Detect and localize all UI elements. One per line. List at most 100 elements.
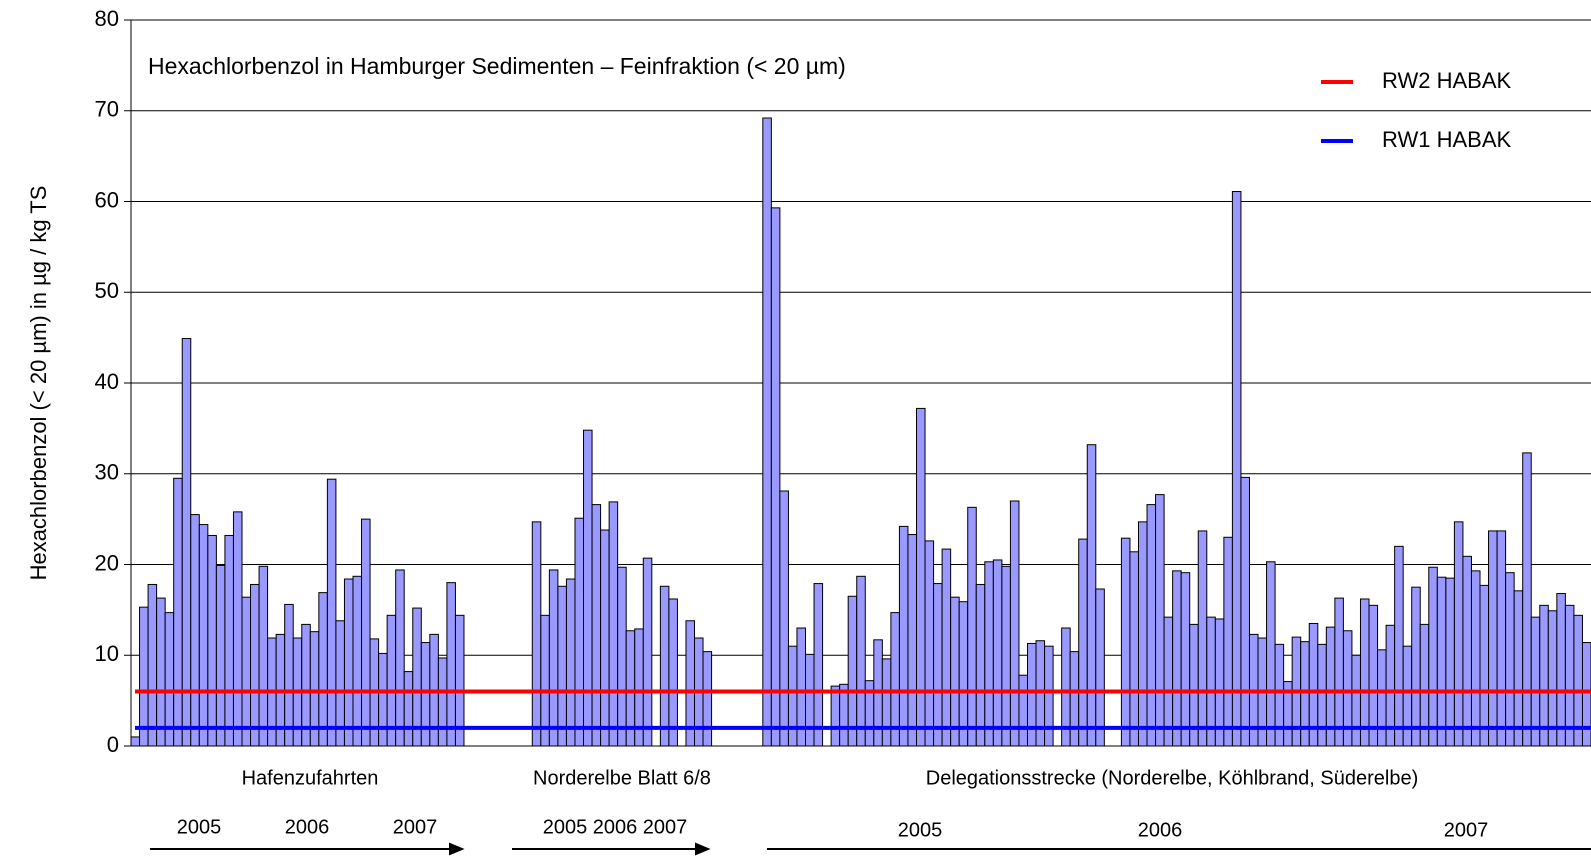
bar [1001,565,1011,747]
bar [378,652,388,747]
y-tick-label: 70 [95,97,119,122]
bar [1522,452,1532,747]
bar [992,559,1003,747]
bar [1428,566,1438,747]
bar [924,540,935,747]
bar [207,534,217,747]
bar [1547,610,1558,747]
bar [1436,576,1447,747]
bar [147,583,158,747]
bar [156,597,166,747]
group-label: Norderelbe Blatt 6/8 [533,767,711,789]
bar [241,596,252,747]
bar [600,529,610,747]
bar [1359,598,1370,747]
bar [1146,504,1157,747]
bar [915,407,926,747]
bar [258,565,269,747]
bar [591,504,602,747]
bar [437,657,448,747]
bar [361,518,371,747]
bar [1317,643,1327,747]
y-tick-label: 50 [95,278,119,303]
bar [1377,649,1387,747]
bar [284,603,294,747]
bar [181,338,192,747]
bar [139,606,149,747]
bar [1479,584,1490,747]
bar [412,607,422,747]
legend-label: RW2 HABAK [1382,68,1512,93]
bar [1581,642,1591,747]
bar [1513,590,1524,747]
bar [1368,604,1379,747]
bar [856,575,866,747]
bar [1095,588,1105,747]
year-label: 2005 [898,819,943,841]
year-label: 2007 [393,816,438,838]
bar [659,585,670,747]
bar [1044,645,1054,747]
year-label: 2005 2006 2007 [543,816,688,838]
chart-title: Hexachlorbenzol in Hamburger Sedimenten … [148,53,846,79]
bar [1223,536,1233,747]
bar [813,583,824,747]
bar [1231,191,1242,747]
bar [1453,521,1464,747]
bar [1402,645,1413,747]
y-axis-label: Hexachlorbenzol (< 20 µm) in µg / kg TS [26,186,51,581]
bar [847,595,858,747]
y-tick-label: 20 [95,550,119,575]
y-tick-label: 60 [95,187,119,212]
y-tick-label: 0 [107,732,119,757]
bar [779,490,789,747]
bar [583,429,593,747]
bar [318,592,328,747]
bar [1018,674,1028,747]
legend-label: RW1 HABAK [1382,127,1512,152]
year-label: 2006 [1138,819,1183,841]
bar [881,658,892,747]
bar [1120,537,1131,747]
bar [1240,476,1250,747]
bar [1078,538,1088,747]
bar [958,601,969,747]
bar [1556,593,1566,747]
bar [403,671,414,747]
bar [975,583,986,747]
bar [1274,643,1285,747]
bar [1394,545,1404,747]
bar [557,585,567,747]
bar [787,645,798,747]
y-tick-label: 40 [95,369,119,394]
bar [1129,551,1139,747]
bar [232,511,243,747]
bar [1564,604,1575,747]
y-tick-label: 10 [95,641,119,666]
bar [608,501,619,747]
bar [1300,641,1310,747]
bar [1026,642,1037,747]
bar [1539,604,1549,747]
bar [326,478,337,747]
y-tick-label: 80 [95,6,119,31]
bar [190,514,200,747]
bar [1505,572,1515,747]
bar [198,524,209,747]
bar [420,642,431,747]
bar [642,557,653,747]
group-label: Delegationsstrecke (Norderelbe, Köhlbran… [926,767,1419,789]
bar [1266,561,1276,747]
bar [1334,597,1344,747]
bar [1470,570,1481,747]
bar [762,117,772,747]
arrow-head [449,842,465,856]
arrows [150,842,1591,856]
bar [130,736,141,747]
year-label: 2006 [285,816,330,838]
bar [1411,586,1421,747]
bar [617,566,627,747]
bar [933,583,943,747]
bar [1172,570,1182,747]
